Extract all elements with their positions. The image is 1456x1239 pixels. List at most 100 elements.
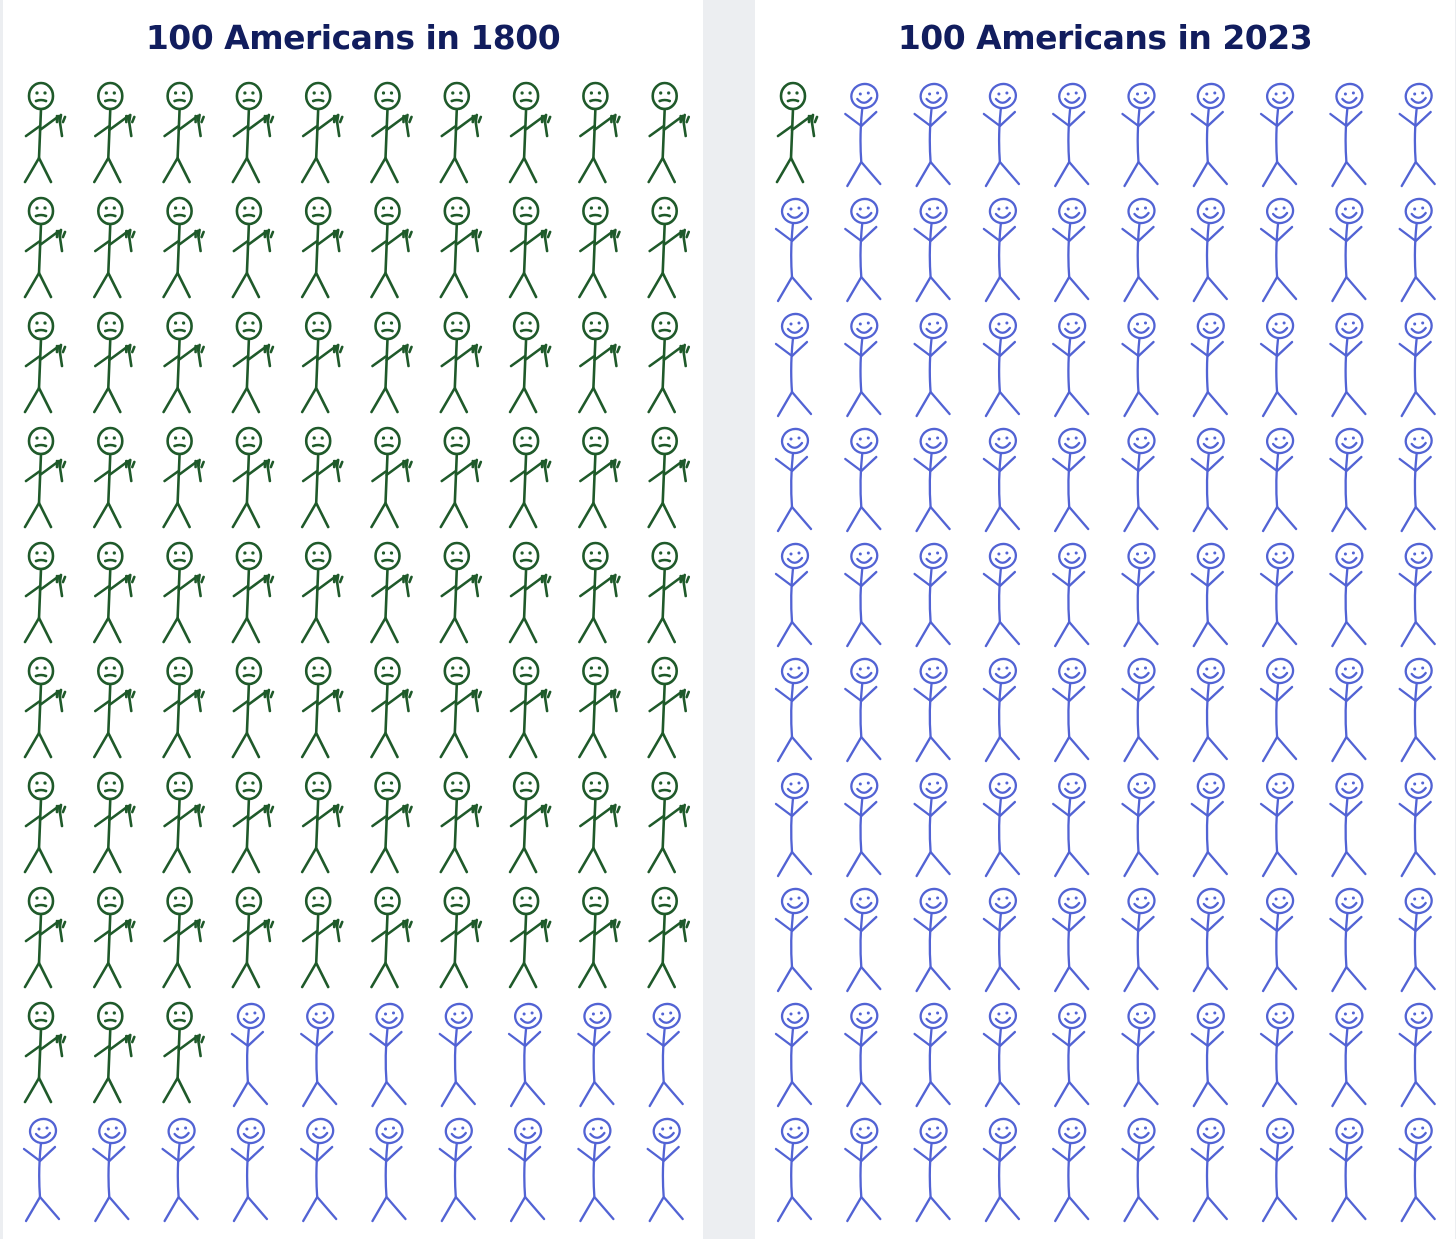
smiling-stick-figure-icon <box>1329 887 1367 993</box>
smiling-stick-figure-icon <box>1259 427 1298 533</box>
frowning-stick-figure-icon <box>647 771 691 874</box>
frowning-stick-figure-icon <box>370 196 413 299</box>
smiling-stick-figure-icon <box>844 772 882 878</box>
frowning-stick-figure-icon <box>23 311 67 414</box>
smiling-stick-figure-icon <box>1121 312 1159 418</box>
smiling-stick-figure-icon <box>774 1117 813 1223</box>
smiling-stick-figure-icon <box>577 1002 615 1108</box>
smiling-stick-figure-icon <box>774 312 813 418</box>
frowning-stick-figure-icon <box>647 886 691 989</box>
frowning-stick-figure-icon <box>508 311 552 414</box>
smiling-stick-figure-icon <box>1259 1002 1298 1108</box>
smiling-stick-figure-icon <box>1329 1002 1367 1108</box>
smiling-stick-figure-icon <box>646 1002 684 1108</box>
smiling-stick-figure-icon <box>774 427 813 533</box>
smiling-stick-figure-icon <box>438 1002 476 1108</box>
smiling-stick-figure-icon <box>1190 542 1228 648</box>
frowning-stick-figure-icon <box>578 81 621 184</box>
smiling-stick-figure-icon <box>982 1117 1021 1223</box>
smiling-stick-figure-icon <box>1259 1117 1298 1223</box>
smiling-stick-figure-icon <box>844 1002 882 1108</box>
panel-title-2023: 100 Americans in 2023 <box>897 18 1313 57</box>
smiling-stick-figure-icon <box>1329 657 1367 763</box>
smiling-stick-figure-icon <box>1052 312 1090 418</box>
smiling-stick-figure-icon <box>1398 1002 1436 1108</box>
frowning-stick-figure-icon <box>508 771 552 874</box>
frowning-stick-figure-icon <box>231 541 275 644</box>
smiling-stick-figure-icon <box>1398 197 1436 303</box>
frowning-stick-figure-icon <box>300 541 344 644</box>
frowning-stick-figure-icon <box>231 426 275 529</box>
smiling-stick-figure-icon <box>1052 772 1090 878</box>
frowning-stick-figure-icon <box>508 541 552 644</box>
smiling-stick-figure-icon <box>507 1117 546 1223</box>
panel-1800: 100 Americans in 1800 <box>3 0 703 1239</box>
smiling-stick-figure-icon <box>1259 197 1298 303</box>
frowning-stick-figure-icon <box>508 81 552 184</box>
frowning-stick-figure-icon <box>300 426 344 529</box>
smiling-stick-figure-icon <box>300 1117 338 1223</box>
smiling-stick-figure-icon <box>1190 1002 1228 1108</box>
smiling-stick-figure-icon <box>913 1002 951 1108</box>
smiling-stick-figure-icon <box>438 1117 476 1223</box>
smiling-stick-figure-icon <box>1398 887 1436 993</box>
frowning-stick-figure-icon <box>162 1001 205 1104</box>
smiling-stick-figure-icon <box>1190 657 1228 763</box>
smiling-stick-figure-icon <box>369 1002 407 1108</box>
smiling-stick-figure-icon <box>774 887 813 993</box>
smiling-stick-figure-icon <box>982 657 1021 763</box>
frowning-stick-figure-icon <box>93 81 136 184</box>
frowning-stick-figure-icon <box>93 541 136 644</box>
frowning-stick-figure-icon <box>300 656 344 759</box>
frowning-stick-figure-icon <box>578 656 621 759</box>
frowning-stick-figure-icon <box>231 656 275 759</box>
frowning-stick-figure-icon <box>508 656 552 759</box>
frowning-stick-figure-icon <box>647 311 691 414</box>
smiling-stick-figure-icon <box>844 542 882 648</box>
smiling-stick-figure-icon <box>913 427 951 533</box>
smiling-stick-figure-icon <box>230 1117 269 1223</box>
smiling-stick-figure-icon <box>913 82 951 188</box>
frowning-stick-figure-icon <box>370 81 413 184</box>
smiling-stick-figure-icon <box>1052 82 1090 188</box>
smiling-stick-figure-icon <box>1329 542 1367 648</box>
smiling-stick-figure-icon <box>913 197 951 303</box>
frowning-stick-figure-icon <box>439 81 483 184</box>
smiling-stick-figure-icon <box>1052 427 1090 533</box>
frowning-stick-figure-icon <box>647 196 691 299</box>
frowning-stick-figure-icon <box>93 886 136 989</box>
smiling-stick-figure-icon <box>92 1117 130 1223</box>
smiling-stick-figure-icon <box>1329 312 1367 418</box>
frowning-stick-figure-icon <box>647 426 691 529</box>
smiling-stick-figure-icon <box>1398 82 1436 188</box>
pictograph-grid-1800 <box>22 81 691 1223</box>
frowning-stick-figure-icon <box>300 196 344 299</box>
smiling-stick-figure-icon <box>1121 657 1159 763</box>
frowning-stick-figure-icon <box>162 196 205 299</box>
smiling-stick-figure-icon <box>1190 82 1228 188</box>
frowning-stick-figure-icon <box>578 886 621 989</box>
frowning-stick-figure-icon <box>23 656 67 759</box>
smiling-stick-figure-icon <box>369 1117 407 1223</box>
smiling-stick-figure-icon <box>982 82 1021 188</box>
smiling-stick-figure-icon <box>1259 657 1298 763</box>
smiling-stick-figure-icon <box>1398 772 1436 878</box>
frowning-stick-figure-icon <box>162 771 205 874</box>
frowning-stick-figure-icon <box>578 771 621 874</box>
frowning-stick-figure-icon <box>162 656 205 759</box>
smiling-stick-figure-icon <box>1329 82 1367 188</box>
frowning-stick-figure-icon <box>93 426 136 529</box>
smiling-stick-figure-icon <box>1190 1117 1228 1223</box>
frowning-stick-figure-icon <box>578 541 621 644</box>
smiling-stick-figure-icon <box>1329 427 1367 533</box>
smiling-stick-figure-icon <box>1052 542 1090 648</box>
frowning-stick-figure-icon <box>370 771 413 874</box>
frowning-stick-figure-icon <box>162 426 205 529</box>
smiling-stick-figure-icon <box>844 657 882 763</box>
frowning-stick-figure-icon <box>578 426 621 529</box>
smiling-stick-figure-icon <box>1052 1117 1090 1223</box>
frowning-stick-figure-icon <box>23 541 67 644</box>
frowning-stick-figure-icon <box>231 886 275 989</box>
smiling-stick-figure-icon <box>1121 1117 1159 1223</box>
frowning-stick-figure-icon <box>162 311 205 414</box>
